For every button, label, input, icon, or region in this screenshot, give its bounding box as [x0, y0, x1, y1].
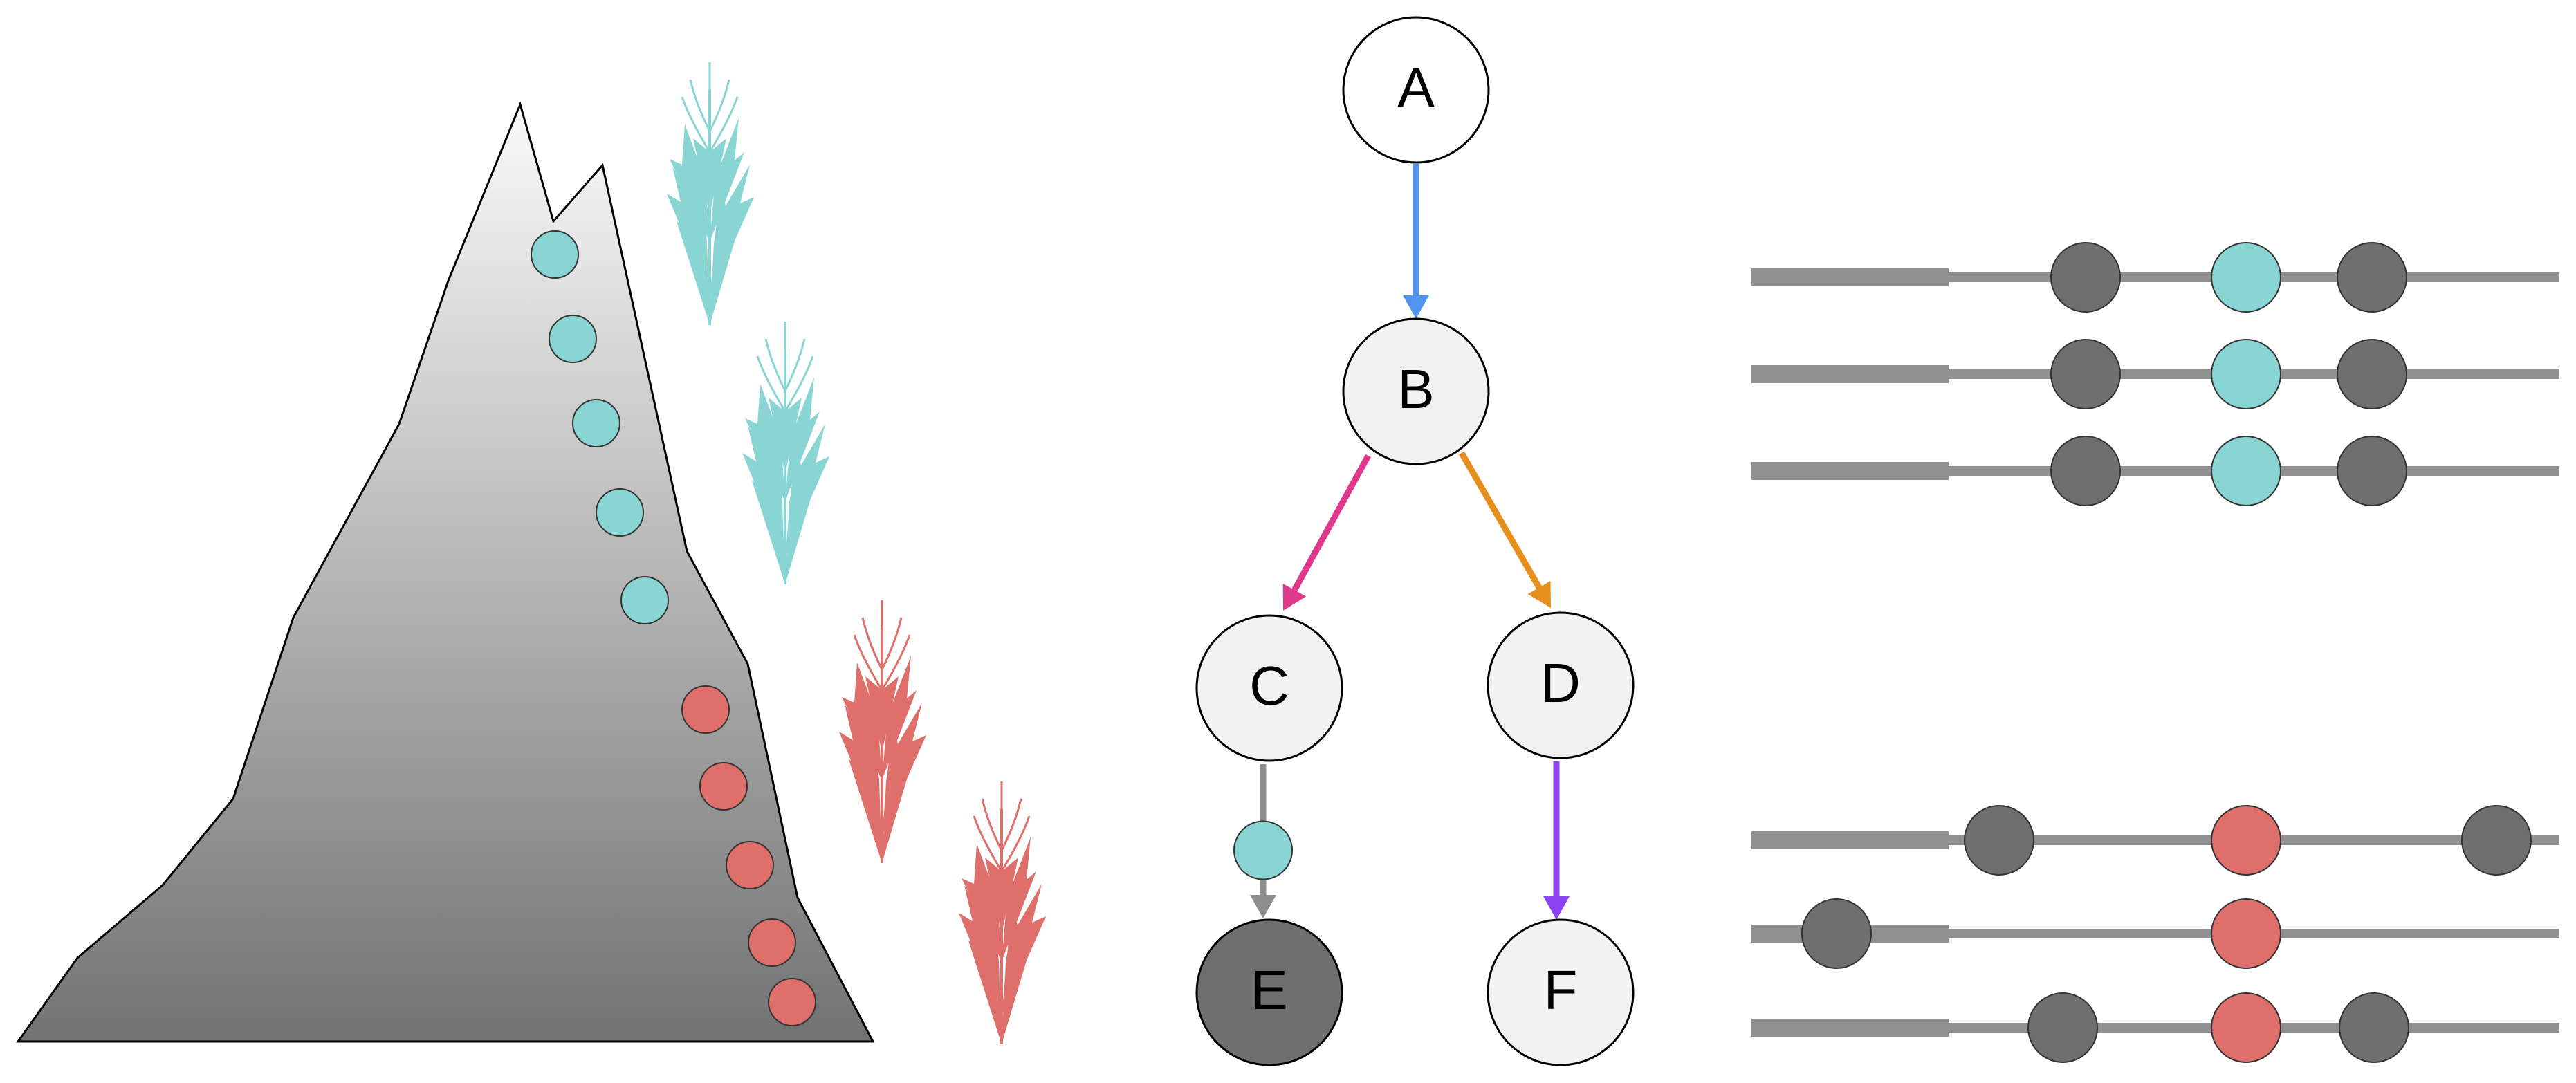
tree-panel: A B C D E F	[1195, 16, 1635, 1066]
chromosome-red-dot	[2211, 898, 2281, 969]
chromosome-group-top	[1751, 242, 2559, 506]
chromosome-row	[1751, 805, 2559, 876]
plants-panel	[667, 62, 1046, 1044]
edge-a-b	[1403, 164, 1429, 319]
plant-leaf	[785, 377, 820, 501]
plant-leaf	[882, 656, 917, 780]
node-c-label: C	[1249, 655, 1289, 716]
node-c-circle	[1195, 614, 1343, 762]
chromosome-dark-dot	[1801, 898, 1872, 969]
edge-arrowhead	[1543, 896, 1570, 920]
chromosome-row	[1751, 436, 2559, 506]
tree-node-e: E	[1195, 918, 1343, 1066]
plant-leaf	[667, 166, 710, 297]
node-e-circle	[1195, 918, 1343, 1066]
plant-leaf	[839, 704, 882, 835]
mountain-teal-dot	[531, 230, 579, 279]
node-d-circle	[1487, 611, 1635, 759]
plant-icon	[667, 62, 754, 325]
plant-icon	[959, 781, 1046, 1044]
chromosome-dark-dot	[2027, 992, 2098, 1063]
plant-leaf	[710, 165, 754, 297]
edge-b-d	[1459, 451, 1551, 608]
plant-leaf	[670, 124, 710, 242]
chromosome-dark-dot	[2050, 339, 2121, 409]
chromosome-teal-dot	[2211, 339, 2281, 409]
mountain-teal-dot	[596, 488, 644, 537]
chromosome-row	[1751, 339, 2559, 409]
plant-leaf	[842, 663, 882, 780]
plant-leaf	[785, 424, 829, 557]
node-e-label: E	[1251, 959, 1287, 1021]
node-f-label: F	[1544, 959, 1578, 1021]
tree-node-b: B	[1342, 317, 1490, 465]
plant-tassel	[853, 600, 911, 691]
mountain-red-dot	[681, 685, 730, 734]
mountain-red-dot	[726, 841, 774, 889]
chromosome-dark-dot	[1964, 805, 2034, 876]
chromosome-teal-dot	[2211, 242, 2281, 313]
plant-leaf	[1002, 884, 1046, 1017]
chromosome-row	[1751, 992, 2559, 1063]
chromosome-dark-dot	[2339, 992, 2409, 1063]
mountain-dots	[531, 230, 816, 1026]
mountain-red-dot	[768, 978, 816, 1026]
edge-arrowhead	[1403, 295, 1429, 319]
node-f-circle	[1487, 918, 1635, 1066]
tree-edges	[1233, 164, 1570, 920]
plant-leaf	[1002, 837, 1036, 961]
plant-tassel	[973, 781, 1031, 872]
edge-marker-dot	[1233, 820, 1293, 880]
plant-leaf	[959, 885, 1002, 1017]
plant-leaf	[710, 118, 744, 242]
mountain-teal-dot	[572, 399, 620, 447]
chromosome-teal-dot	[2211, 436, 2281, 506]
mountain-teal-dot	[549, 315, 597, 363]
tree-node-f: F	[1487, 918, 1635, 1066]
edge-line	[1291, 454, 1371, 592]
edge-line	[1459, 451, 1542, 589]
edge-c-e	[1233, 764, 1293, 918]
chromosome-panel	[1751, 242, 2559, 1063]
node-b-circle	[1342, 317, 1490, 465]
chromosome-row	[1751, 242, 2559, 313]
edge-arrowhead	[1527, 581, 1551, 608]
tree-node-d: D	[1487, 611, 1635, 759]
plant-tassel	[756, 322, 814, 412]
plant-icon	[742, 322, 829, 584]
edge-arrowhead	[1282, 584, 1307, 611]
mountain-red-dot	[699, 762, 748, 811]
edge-d-f	[1543, 761, 1570, 920]
edge-b-c	[1282, 454, 1371, 611]
plant-leaf	[882, 703, 926, 835]
mountain-teal-dot	[620, 576, 669, 624]
node-b-label: B	[1397, 358, 1434, 420]
chromosome-red-dot	[2211, 992, 2281, 1063]
plant-leaf	[745, 384, 785, 501]
plant-leaf	[742, 425, 785, 557]
node-a-circle	[1342, 16, 1490, 164]
mountain-red-dot	[748, 918, 796, 967]
plant-icon	[839, 600, 926, 863]
chromosome-red-dot	[2211, 805, 2281, 876]
chromosome-dark-dot	[2461, 805, 2532, 876]
plant-tassel	[681, 62, 739, 153]
chromosome-dark-dot	[2050, 242, 2121, 313]
plant-leaf	[962, 844, 1002, 961]
node-d-label: D	[1540, 652, 1581, 714]
chromosome-dark-dot	[2337, 339, 2407, 409]
tree-node-a: A	[1342, 16, 1490, 164]
chromosome-row	[1751, 898, 2559, 969]
edge-arrowhead	[1250, 895, 1276, 918]
mountain-shape	[16, 101, 875, 1043]
chromosome-dark-dot	[2337, 242, 2407, 313]
chromosome-dark-dot	[2050, 436, 2121, 506]
chromosome-dark-dot	[2337, 436, 2407, 506]
tree-node-c: C	[1195, 614, 1343, 762]
node-a-label: A	[1397, 57, 1435, 118]
chromosome-group-bottom	[1751, 805, 2559, 1063]
mountain-panel	[16, 101, 875, 1043]
tree-nodes: A B C D E F	[1195, 16, 1635, 1066]
